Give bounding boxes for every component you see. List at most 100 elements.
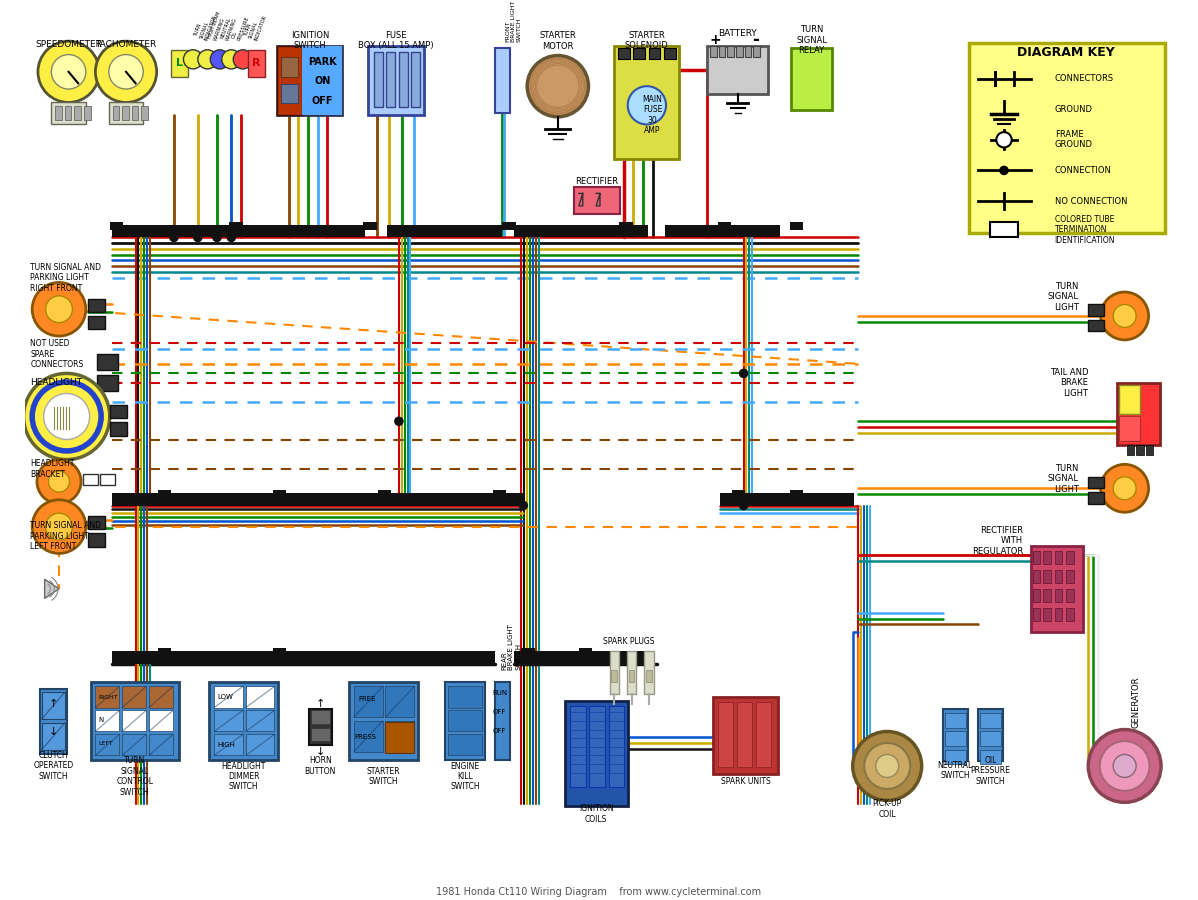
Text: FRONT
BRAKE LIGHT
SWITCH: FRONT BRAKE LIGHT SWITCH	[506, 1, 522, 42]
Text: HIGH: HIGH	[217, 742, 235, 748]
Text: ↑: ↑	[49, 698, 58, 708]
Text: HEADLIGHT
BRACKET: HEADLIGHT BRACKET	[30, 459, 74, 479]
Text: TURN
SIGNAL
CONTROL
SWITCH: TURN SIGNAL CONTROL SWITCH	[116, 756, 153, 796]
Bar	[387, 51, 395, 107]
Bar	[158, 491, 171, 498]
Bar	[720, 493, 854, 506]
Bar	[609, 706, 624, 787]
Circle shape	[1113, 304, 1136, 328]
Bar	[1054, 551, 1063, 564]
Bar	[502, 222, 515, 230]
Bar	[1030, 545, 1083, 632]
Text: OIL
PRESSURE: OIL PRESSURE	[231, 14, 250, 41]
Bar	[945, 714, 966, 728]
Bar	[272, 648, 286, 656]
Circle shape	[24, 374, 110, 460]
Polygon shape	[44, 580, 59, 598]
Bar	[40, 689, 67, 754]
Circle shape	[864, 743, 910, 789]
Circle shape	[193, 233, 202, 242]
Bar	[101, 474, 115, 485]
Bar	[374, 51, 382, 107]
Bar	[448, 687, 482, 707]
Bar	[158, 648, 171, 656]
Text: FUSE
BOX (ALL 15 AMP): FUSE BOX (ALL 15 AMP)	[358, 31, 434, 50]
Bar	[1088, 492, 1103, 504]
Circle shape	[537, 65, 579, 107]
Bar	[113, 106, 120, 120]
Bar	[1033, 551, 1040, 564]
Circle shape	[527, 56, 588, 117]
Text: FRAME
GROUND: FRAME GROUND	[1054, 130, 1093, 149]
Bar	[574, 186, 621, 213]
Text: HEADLIGHT: HEADLIGHT	[30, 379, 83, 388]
Bar	[736, 46, 743, 58]
Circle shape	[211, 50, 230, 69]
Text: TURN
SIGNAL
LIGHT: TURN SIGNAL LIGHT	[1048, 282, 1078, 311]
Bar	[707, 46, 768, 94]
Text: TURN
SIGNAL
LIGHT: TURN SIGNAL LIGHT	[1048, 464, 1078, 493]
Bar	[246, 687, 274, 707]
Bar	[310, 728, 329, 741]
Circle shape	[394, 417, 404, 426]
Circle shape	[52, 55, 86, 89]
Text: NEUTRAL
WARNING: NEUTRAL WARNING	[220, 14, 238, 41]
Bar	[55, 106, 62, 120]
Bar	[42, 692, 65, 719]
Circle shape	[198, 50, 217, 69]
Bar	[309, 708, 332, 745]
Bar	[1088, 320, 1103, 331]
Bar	[230, 222, 243, 230]
Circle shape	[519, 500, 528, 510]
Text: MAIN
FUSE
30
AMP: MAIN FUSE 30 AMP	[642, 94, 662, 135]
Bar	[945, 750, 966, 764]
Bar	[87, 316, 105, 329]
Bar	[945, 732, 966, 746]
Bar	[1054, 570, 1063, 583]
Text: NO CONNECTION: NO CONNECTION	[1054, 196, 1127, 205]
Circle shape	[38, 41, 99, 103]
Circle shape	[531, 59, 585, 113]
Bar	[1033, 570, 1040, 583]
Bar	[387, 225, 502, 238]
Bar	[277, 46, 343, 115]
Text: HIGH BEAM
WARNING: HIGH BEAM WARNING	[207, 11, 228, 41]
Bar	[107, 306, 912, 555]
Text: GENERATOR: GENERATOR	[1132, 676, 1140, 728]
Bar	[1043, 608, 1051, 621]
Bar	[110, 405, 127, 418]
Bar	[411, 51, 420, 107]
Text: ON: ON	[314, 76, 331, 86]
Circle shape	[222, 50, 241, 69]
Text: TURN SIGNAL AND
PARKING LIGHT
LEFT FRONT: TURN SIGNAL AND PARKING LIGHT LEFT FRONT	[30, 521, 102, 551]
Bar	[122, 106, 129, 120]
Bar	[514, 651, 648, 663]
Bar	[1126, 446, 1135, 454]
Bar	[1088, 477, 1103, 489]
Text: -: -	[751, 32, 758, 50]
Bar	[87, 299, 105, 312]
Bar	[570, 706, 586, 787]
Text: L: L	[176, 58, 183, 68]
Bar	[386, 687, 415, 717]
Circle shape	[183, 50, 202, 69]
Bar	[111, 651, 495, 663]
Text: TURN SIGNAL AND
PARKING LIGHT
RIGHT FRONT: TURN SIGNAL AND PARKING LIGHT RIGHT FRON…	[30, 263, 102, 293]
Bar	[42, 723, 65, 750]
Bar	[210, 681, 278, 760]
Bar	[565, 701, 628, 806]
Text: CLUTCH
OPERATED
SWITCH: CLUTCH OPERATED SWITCH	[34, 752, 73, 781]
Bar	[248, 50, 265, 76]
Text: TURN
SIGNAL
RELAY: TURN SIGNAL RELAY	[795, 25, 827, 55]
Bar	[448, 710, 482, 732]
Bar	[96, 710, 120, 732]
Bar	[386, 722, 415, 752]
Text: TAIL AND
BRAKE
LIGHT: TAIL AND BRAKE LIGHT	[1049, 368, 1088, 398]
Circle shape	[876, 754, 898, 778]
Bar	[302, 46, 343, 115]
Bar	[1054, 589, 1063, 602]
Bar	[272, 491, 286, 498]
Bar	[111, 225, 365, 238]
Bar	[1043, 551, 1051, 564]
Bar	[1119, 385, 1140, 414]
